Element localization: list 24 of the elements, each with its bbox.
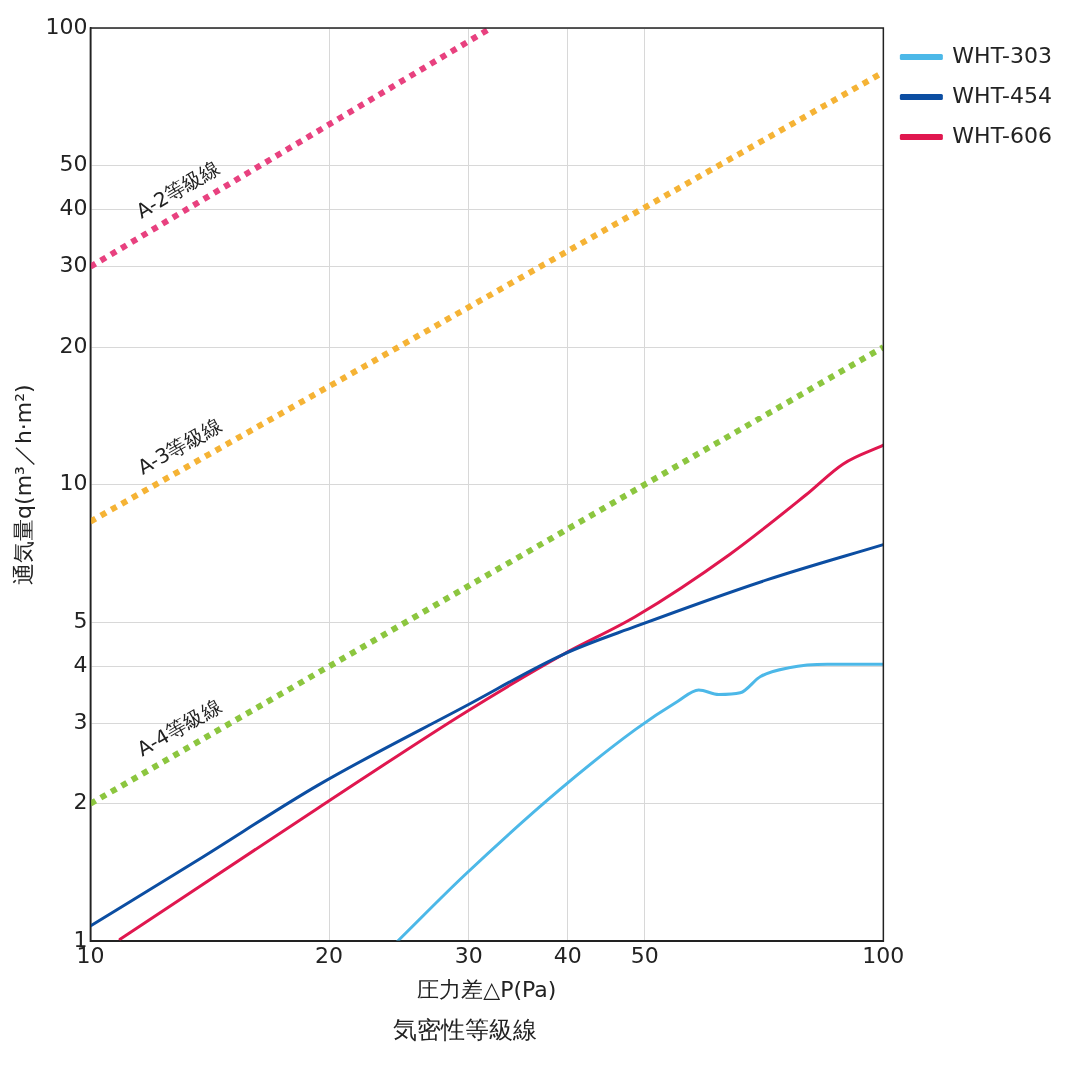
legend-label: WHT-606 (952, 122, 1053, 148)
y-tick-label: 3 (73, 709, 88, 735)
y-tick-label: 100 (45, 13, 88, 39)
y-tick-label: 50 (59, 151, 88, 177)
y-tick-label: 10 (59, 470, 88, 496)
x-tick-label: 30 (454, 943, 483, 969)
y-tick-label: 4 (73, 652, 88, 678)
y-tick-label: 5 (73, 607, 88, 633)
legend-label: WHT-303 (952, 42, 1053, 68)
text: 気密性等級線 (392, 1015, 538, 1046)
x-axis-title: 圧力差△P(Pa) (417, 976, 557, 1002)
text: A-4等級線 (132, 693, 226, 762)
y-tick-label: 40 (59, 195, 88, 221)
x-tick-label: 40 (553, 943, 582, 969)
x-tick-label: 50 (630, 943, 659, 969)
text: A-3等級線 (133, 412, 227, 480)
y-tick-label: 20 (59, 332, 88, 358)
y-tick-label: 30 (59, 252, 88, 278)
text: A-2等級線 (131, 154, 225, 224)
y-tick-label: 2 (73, 789, 88, 815)
legend-label: WHT-454 (952, 82, 1053, 108)
x-tick-label: 20 (315, 943, 344, 969)
x-tick-label: 100 (862, 943, 905, 969)
y-axis-title: 通気量q(m³／h·m²) (10, 384, 36, 585)
